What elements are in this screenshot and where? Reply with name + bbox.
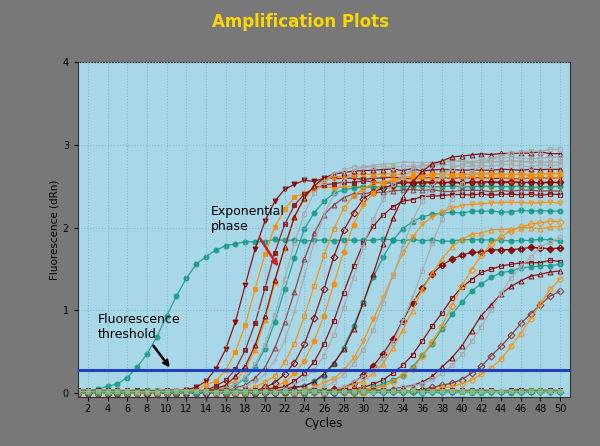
Text: Fluorescence
threshold: Fluorescence threshold	[98, 313, 181, 365]
Text: Amplification Plots: Amplification Plots	[212, 13, 389, 31]
Y-axis label: Fluorescence (dRn): Fluorescence (dRn)	[50, 179, 60, 280]
X-axis label: Cycles: Cycles	[305, 417, 343, 429]
Text: Exponential
phase: Exponential phase	[211, 205, 285, 264]
